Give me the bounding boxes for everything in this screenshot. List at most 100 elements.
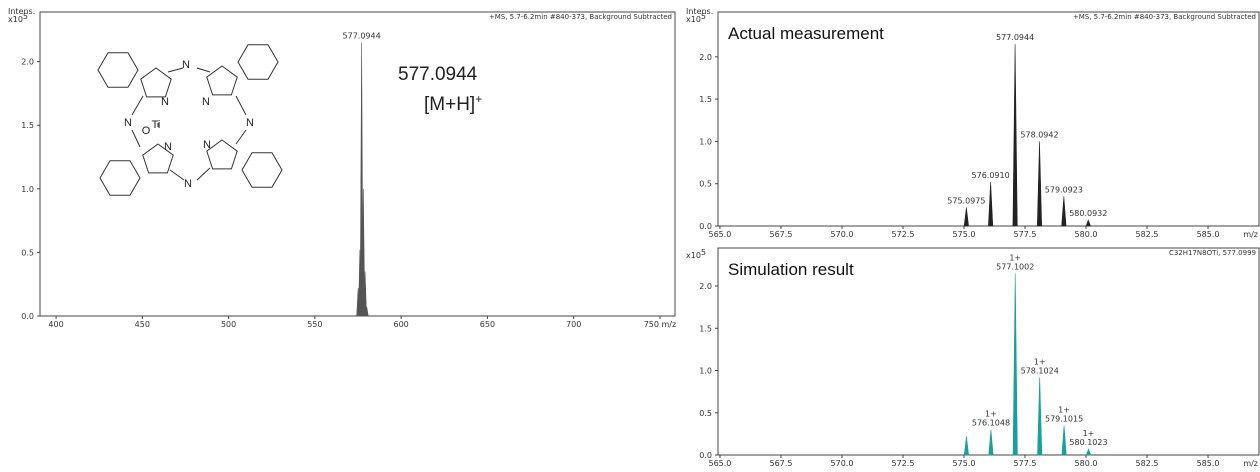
atom-label: N	[164, 141, 172, 153]
peak-label: 577.0944	[996, 33, 1034, 42]
x-tick-label: 550	[307, 320, 322, 329]
peak	[988, 429, 994, 456]
y-scale-base: x10	[686, 15, 701, 24]
x-tick-label: 585.0	[1197, 230, 1220, 239]
x-tick-label: 575.0	[953, 230, 976, 239]
y-tick-label: 1.0	[21, 185, 34, 194]
annotation-ion: [M+H]+	[424, 92, 482, 115]
plot-frame	[717, 11, 1260, 227]
peak	[1012, 273, 1018, 456]
peak	[1061, 425, 1067, 456]
peak	[1036, 141, 1043, 227]
y-scale: x105	[686, 248, 706, 260]
peak-label: 575.0975	[947, 196, 985, 205]
peak	[1037, 377, 1043, 456]
y-tick-label: 0.0	[699, 222, 712, 231]
x-tick-label: 575.0	[953, 459, 976, 468]
y-tick-label: 1.0	[699, 137, 712, 146]
atom-label: O	[142, 125, 151, 137]
y-tick-label: 0.0	[699, 451, 712, 460]
ion-formula: [M+H]	[424, 94, 475, 115]
bond	[169, 169, 185, 181]
x-tick-label: 570.0	[831, 230, 854, 239]
peak	[364, 307, 369, 317]
charge-label: 1+	[1034, 357, 1046, 366]
x-tick-label: 585.0	[1197, 459, 1220, 468]
atom-label: Ti	[152, 119, 161, 131]
x-tick-label: 572.5	[892, 459, 915, 468]
peak	[988, 182, 994, 227]
bond	[131, 95, 144, 116]
peak-label: 577.0944	[343, 32, 381, 41]
x-tick-label: 700	[566, 320, 581, 329]
x-tick-label: 582.5	[1136, 230, 1159, 239]
y-axis-label: Intens.	[8, 7, 35, 16]
peak-label: 580.0932	[1069, 209, 1107, 218]
y-tick-label: 0.0	[21, 312, 34, 321]
y-scale: x105	[8, 12, 28, 24]
x-tick-label: 650	[480, 320, 495, 329]
y-scale-exp: 5	[701, 248, 706, 257]
x-tick-label: 600	[393, 320, 408, 329]
x-tick-label: 567.5	[770, 230, 793, 239]
x-tick-label: 565.0	[708, 459, 731, 468]
y-scale: x105	[686, 12, 706, 24]
peak-label: 578.1024	[1021, 366, 1059, 375]
atom-label: N	[184, 178, 192, 190]
y-scale-base: x10	[686, 251, 701, 260]
y-tick-label: 2.0	[699, 282, 712, 291]
y-tick-label: 1.5	[699, 324, 712, 333]
x-tick-label: 577.5	[1014, 459, 1037, 468]
peak	[1085, 219, 1091, 227]
peak-label: 576.1048	[972, 419, 1010, 428]
x-tick-label: 580.0	[1075, 230, 1098, 239]
ring	[206, 65, 238, 96]
peak-label: 576.0910	[972, 171, 1010, 180]
x-tick-label: 400	[48, 320, 63, 329]
header-note: +MS, 5.7-6.2min #840-373, Background Sub…	[1073, 13, 1256, 21]
atom-label: N	[182, 59, 190, 71]
structure	[97, 44, 283, 196]
peak	[1085, 448, 1092, 456]
x-tick-label: 570.0	[831, 459, 854, 468]
atom-label: N	[124, 117, 132, 129]
y-tick-label: 0.5	[21, 248, 34, 257]
x-axis-label: m/z	[1243, 459, 1258, 468]
ion-charge: +	[475, 92, 482, 106]
y-scale-exp: 5	[701, 12, 706, 21]
y-tick-label: 1.0	[699, 367, 712, 376]
y-scale-exp: 5	[23, 12, 28, 21]
panel-title: Actual measurement	[728, 24, 884, 43]
peak	[963, 207, 969, 227]
atom-label: N	[203, 139, 211, 151]
ring	[140, 67, 172, 98]
ring	[237, 44, 279, 80]
ring	[206, 139, 238, 170]
bond	[235, 129, 247, 145]
peak-label: 579.0923	[1045, 185, 1083, 194]
atom-label: N	[202, 96, 210, 108]
charge-label: 1+	[1009, 253, 1021, 262]
x-tick-label: 567.5	[770, 459, 793, 468]
y-tick-label: 0.5	[699, 180, 712, 189]
peak-label: 580.1023	[1069, 438, 1107, 447]
bond	[167, 67, 184, 73]
peak-label: 578.0942	[1020, 130, 1058, 139]
peak	[1061, 196, 1067, 227]
x-tick-label: 577.5	[1014, 230, 1037, 239]
peak-label: 577.1002	[996, 262, 1034, 271]
y-tick-label: 2.0	[699, 53, 712, 62]
x-tick-label: 582.5	[1136, 459, 1159, 468]
header-note: +MS, 5.7-6.2min #840-373, Background Sub…	[489, 13, 672, 21]
ring	[97, 52, 139, 88]
bond	[196, 67, 211, 73]
y-axis-label: Intens.	[686, 7, 713, 16]
x-tick-label: 565.0	[708, 230, 731, 239]
bond	[196, 167, 211, 181]
charge-label: 1+	[1058, 405, 1070, 414]
x-tick-label: 580.0	[1075, 459, 1098, 468]
peak	[963, 436, 969, 456]
charge-label: 1+	[1083, 429, 1095, 438]
